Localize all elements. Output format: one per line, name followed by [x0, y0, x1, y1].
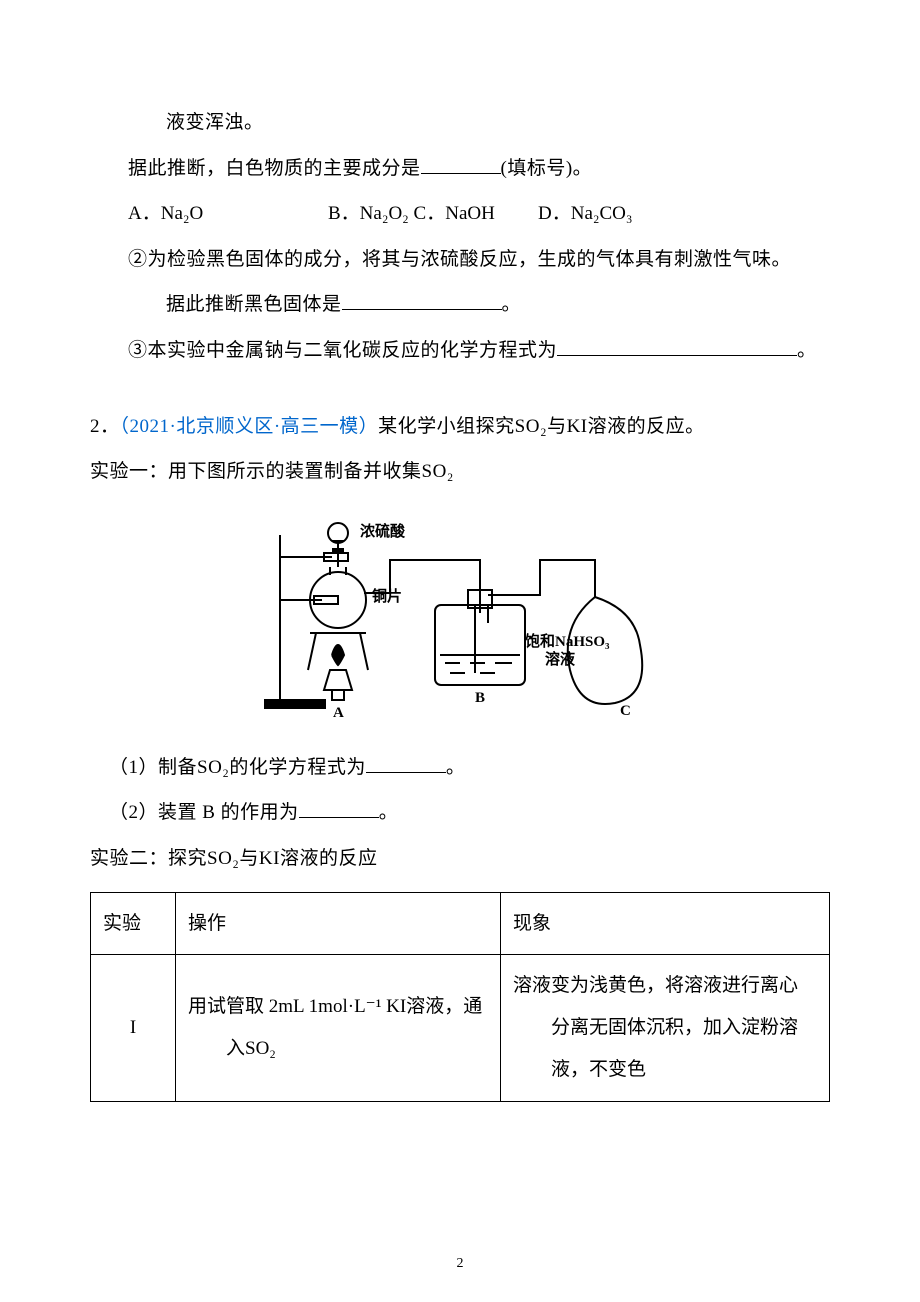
exp2-label: 实验二：探究SO₂与KI溶液的反应 [90, 836, 830, 882]
choice-d: D．Na₂CO₃ [538, 191, 633, 237]
q2-number: 2． [90, 416, 120, 437]
table-row: I 用试管取 2mL 1mol·L⁻¹ KI溶液，通 入SO₂ 溶液变为浅黄色，… [91, 955, 830, 1101]
op-line: 用试管取 2mL 1mol·L⁻¹ KI溶液，通 [188, 986, 488, 1028]
text: 。 [797, 340, 817, 361]
text-line: 据此推断，白色物质的主要成分是 (填标号)。 [90, 146, 830, 192]
exp1-label: 实验一：用下图所示的装置制备并收集SO₂ [90, 449, 830, 495]
text: (填标号)。 [501, 158, 593, 179]
th-op: 操作 [176, 892, 501, 955]
text: 据此推断，白色物质的主要成分是 [128, 158, 421, 179]
experiment-table: 实验 操作 现象 I 用试管取 2mL 1mol·L⁻¹ KI溶液，通 入SO₂… [90, 892, 830, 1102]
th-ph: 现象 [501, 892, 830, 955]
choice-a: A．Na₂O [128, 191, 328, 237]
apparatus-svg [260, 505, 660, 725]
sub-question-2: （2）装置 B 的作用为 。 [90, 790, 830, 836]
diagram-label-nahso3-2: 溶液 [545, 648, 575, 669]
question-2-header: 2．（2021·北京顺义区·高三一模）某化学小组探究SO₂与KI溶液的反应。 [90, 404, 830, 450]
text-line: ③本实验中金属钠与二氧化碳反应的化学方程式为 。 [90, 328, 830, 374]
q2-source: （2021·北京顺义区·高三一模） [120, 416, 379, 437]
diagram-label-a: A [333, 705, 344, 722]
text: 据此推断黑色固体是 [166, 294, 342, 315]
text: ③本实验中金属钠与二氧化碳反应的化学方程式为 [128, 340, 557, 361]
td-phenomenon: 溶液变为浅黄色，将溶液进行离心 分离无固体沉积，加入淀粉溶 液，不变色 [501, 955, 830, 1101]
text: 。 [446, 757, 466, 778]
sub-question-1: （1）制备SO₂的化学方程式为 。 [90, 745, 830, 791]
diagram-label-b: B [475, 690, 485, 707]
choice-row: A．Na₂O B．Na₂O₂ C．NaOH D．Na₂CO₃ [90, 191, 830, 237]
diagram-label-cu: 铜片 [372, 585, 402, 606]
blank-fill [557, 336, 797, 356]
th-exp: 实验 [91, 892, 176, 955]
table-header-row: 实验 操作 现象 [91, 892, 830, 955]
ph-line: 分离无固体沉积，加入淀粉溶 [513, 1007, 817, 1049]
apparatus-diagram: 浓硫酸 铜片 饱和NaHSO₃ 溶液 A B C [90, 505, 830, 725]
diagram-label-c: C [620, 703, 631, 720]
text-line: ②为检验黑色固体的成分，将其与浓硫酸反应，生成的气体具有刺激性气味。 [90, 237, 830, 283]
text-line: 液变浑浊。 [90, 100, 830, 146]
blank-fill [366, 753, 446, 773]
text: （2）装置 B 的作用为 [109, 802, 299, 823]
text: （1）制备SO₂的化学方程式为 [109, 757, 366, 778]
ph-line: 溶液变为浅黄色，将溶液进行离心 [513, 965, 817, 1007]
td-operation: 用试管取 2mL 1mol·L⁻¹ KI溶液，通 入SO₂ [176, 955, 501, 1101]
diagram-label-h2so4: 浓硫酸 [360, 520, 405, 541]
td-exp-id: I [91, 955, 176, 1101]
page-number: 2 [0, 1256, 920, 1272]
text: 。 [502, 294, 522, 315]
blank-fill [342, 290, 502, 310]
choice-bc: B．Na₂O₂ C．NaOH [328, 191, 538, 237]
text-line: 据此推断黑色固体是 。 [90, 282, 830, 328]
op-line: 入SO₂ [188, 1028, 488, 1070]
q2-title: 某化学小组探究SO₂与KI溶液的反应。 [378, 416, 704, 437]
blank-fill [421, 154, 501, 174]
blank-fill [299, 798, 379, 818]
ph-line: 液，不变色 [513, 1049, 817, 1091]
text: 。 [379, 802, 399, 823]
